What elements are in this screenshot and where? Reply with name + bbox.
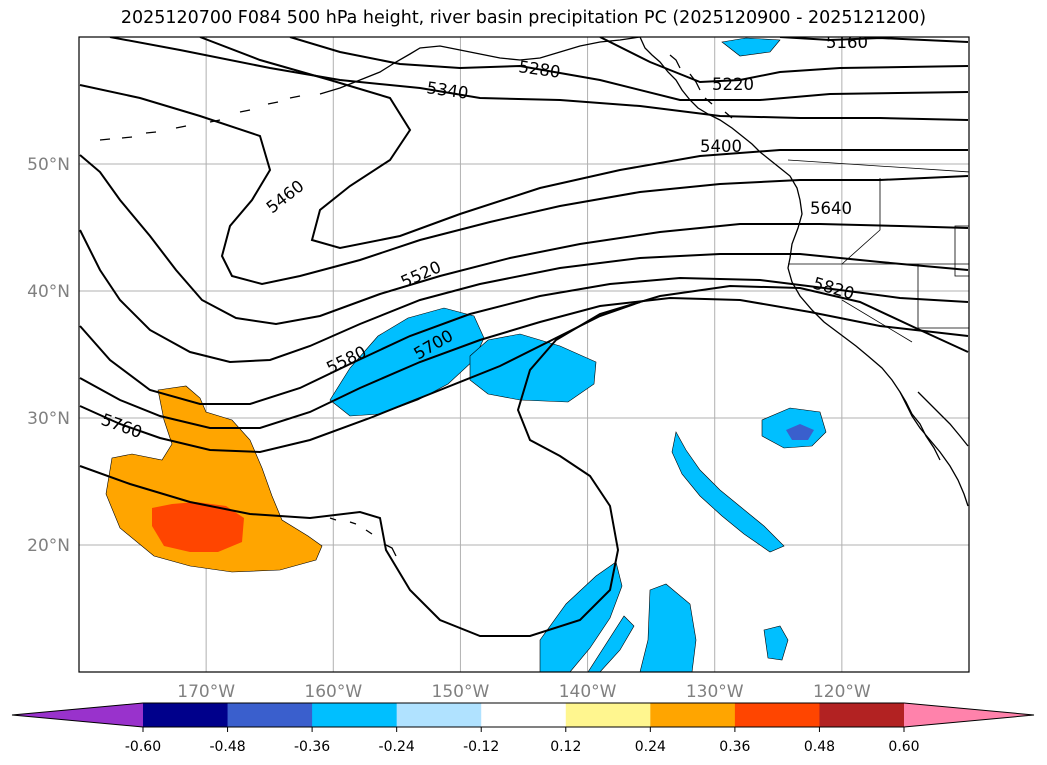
contour-label-5280: 5280 [517, 57, 561, 82]
colorbar-tick-label: -0.48 [209, 739, 245, 755]
colorbar-tick-label: 0.36 [719, 739, 750, 755]
colorbar-segment [650, 703, 736, 727]
contour-5820 [79, 284, 969, 637]
lat-tick-label: 40°N [27, 282, 70, 302]
hawaii-islands [329, 517, 397, 557]
colorbar: -0.60 -0.48 -0.36 -0.24 -0.12 0.12 0.24 0.36 0.4… [11, 702, 1035, 755]
contour-5520 [79, 154, 969, 326]
colorbar-tick-label: -0.60 [125, 739, 161, 755]
gridlines [79, 37, 969, 672]
canadian-islands [669, 54, 733, 119]
lon-tick-label: 120°W [813, 682, 871, 702]
borders [787, 159, 969, 343]
lon-tick-label: 170°W [177, 682, 235, 702]
negative-anomaly-south-2 [587, 615, 635, 672]
negative-anomaly-streak [671, 431, 785, 553]
map-plot-area: 5160 5220 5280 5340 5400 5460 5520 5580 … [79, 33, 969, 672]
colorbar-segment [819, 703, 905, 727]
contour-5700 [79, 296, 969, 429]
colorbar-tick-label: -0.24 [379, 739, 415, 755]
colorbar-segment [143, 703, 229, 727]
map-frame [78, 36, 970, 673]
alaska-coast [319, 37, 641, 95]
contour-label-5160: 5160 [826, 33, 868, 52]
negative-anomaly-northeast [721, 37, 781, 57]
colorbar-segment [396, 703, 482, 727]
colorbar-tick-label: -0.12 [463, 739, 499, 755]
colorbar-segment [227, 703, 313, 727]
lat-tick-label: 50°N [27, 155, 70, 175]
contour-label-5220: 5220 [712, 75, 754, 94]
contour-label-5460: 5460 [263, 176, 308, 217]
axis-tick-labels: 170°W 160°W 150°W 140°W 130°W 120°W 20°N 30°N 40… [27, 155, 871, 702]
lon-tick-label: 160°W [304, 682, 362, 702]
contour-5460 [79, 84, 969, 286]
aleutian-islands [99, 95, 301, 141]
contour-5580 [79, 229, 969, 364]
contour-label-5340: 5340 [425, 78, 469, 103]
colorbar-segment [312, 703, 398, 727]
lat-tick-label: 20°N [27, 536, 70, 556]
colorbar-extend-low [12, 703, 143, 727]
contour-label-5640: 5640 [810, 199, 852, 218]
colorbar-tick-label: 0.12 [550, 739, 581, 755]
lon-tick-label: 130°W [686, 682, 744, 702]
north-america-coastline [639, 37, 969, 507]
colorbar-extend-high [904, 703, 1034, 727]
colorbar-segment [565, 703, 651, 727]
contour-5160 [779, 37, 969, 43]
contour-5220 [599, 37, 969, 84]
contour-label-5820: 5820 [811, 274, 857, 304]
positive-anomaly-red [152, 502, 244, 552]
negative-anomaly-darker-offshore [786, 424, 814, 440]
contour-5400 [199, 37, 968, 250]
precipitation-shading [105, 37, 827, 672]
contour-5640 [79, 276, 969, 405]
contour-label-5520: 5520 [398, 257, 444, 291]
lon-tick-label: 140°W [559, 682, 617, 702]
colorbar-segment [734, 703, 820, 727]
colorbar-tick-label: 0.60 [888, 739, 919, 755]
colorbar-tick-label: -0.36 [294, 739, 330, 755]
chart-title: 2025120700 F084 500 hPa height, river ba… [120, 8, 927, 28]
contour-label-5400: 5400 [700, 137, 742, 156]
lat-tick-label: 30°N [27, 409, 70, 429]
colorbar-segment [481, 703, 567, 727]
colorbar-tick-label: 0.24 [635, 739, 666, 755]
colorbar-tick-label: 0.48 [804, 739, 835, 755]
negative-anomaly-south-3 [639, 583, 697, 672]
baja-coastline [899, 391, 941, 461]
contour-5340 [109, 37, 969, 121]
height-contours [79, 37, 969, 637]
contour-label-5760: 5760 [99, 410, 145, 442]
gulf-california-coast [917, 391, 969, 447]
negative-anomaly-small [763, 625, 789, 661]
lon-tick-label: 150°W [432, 682, 490, 702]
contour-5280 [289, 37, 969, 101]
negative-anomaly-south [539, 561, 623, 672]
